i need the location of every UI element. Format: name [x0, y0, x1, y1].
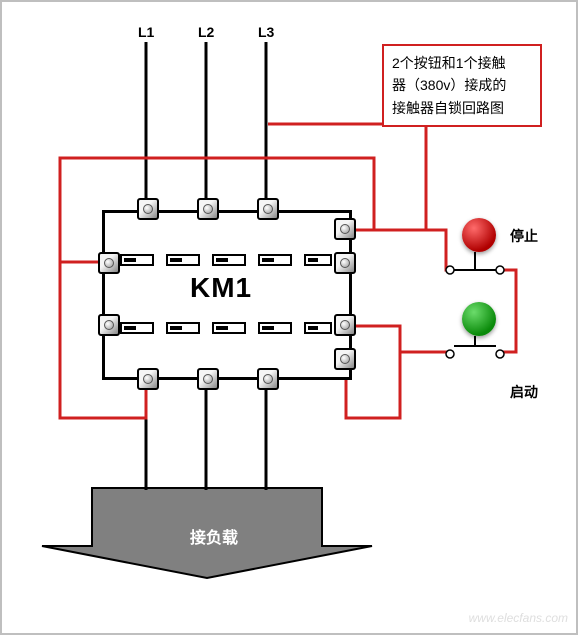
caption-box: 2个按钮和1个接触器（380v）接成的接触器自锁回路图: [382, 44, 542, 127]
contactor-slot: [258, 254, 292, 266]
contactor-aux-terminal-right: [334, 218, 356, 240]
contactor-slot: [166, 322, 200, 334]
wire-red: [426, 230, 450, 270]
phase-label-l3: L3: [258, 24, 274, 40]
start-button-cap: [462, 302, 496, 336]
watermark: www.elecfans.com: [469, 611, 568, 625]
caption-line: 2个按钮和1个接触: [392, 52, 532, 74]
contactor-slot: [258, 322, 292, 334]
contactor-slot: [212, 254, 246, 266]
wire-red: [356, 326, 446, 352]
contactor-slot: [304, 254, 332, 266]
contactor-slot: [212, 322, 246, 334]
caption-line: 接触器自锁回路图: [392, 97, 532, 119]
start-button-label: 启动: [510, 382, 538, 402]
contactor-slot: [120, 254, 154, 266]
stop-button-cap: [462, 218, 496, 252]
contactor-bottom-terminal: [137, 368, 159, 390]
caption-line: 器（380v）接成的: [392, 74, 532, 96]
contactor-label: KM1: [190, 272, 252, 304]
stop-button-label: 停止: [510, 226, 538, 246]
contactor-slot: [304, 322, 332, 334]
load-label: 接负载: [190, 524, 238, 548]
contactor-slot: [166, 254, 200, 266]
contactor-bottom-terminal: [257, 368, 279, 390]
contactor-aux-terminal-right: [334, 348, 356, 370]
phase-label-l1: L1: [138, 24, 154, 40]
contactor-aux-terminal-right: [334, 314, 356, 336]
contactor-top-terminal: [137, 198, 159, 220]
phase-label-l2: L2: [198, 24, 214, 40]
contactor-top-terminal: [257, 198, 279, 220]
contactor-bottom-terminal: [197, 368, 219, 390]
contactor-aux-terminal-left: [98, 314, 120, 336]
contactor-slot: [120, 322, 154, 334]
contactor-aux-terminal-right: [334, 252, 356, 274]
contactor-top-terminal: [197, 198, 219, 220]
contactor-aux-terminal-left: [98, 252, 120, 274]
stop-button-base: [446, 252, 504, 274]
wire-red: [500, 270, 516, 352]
start-button-base: [446, 336, 504, 358]
